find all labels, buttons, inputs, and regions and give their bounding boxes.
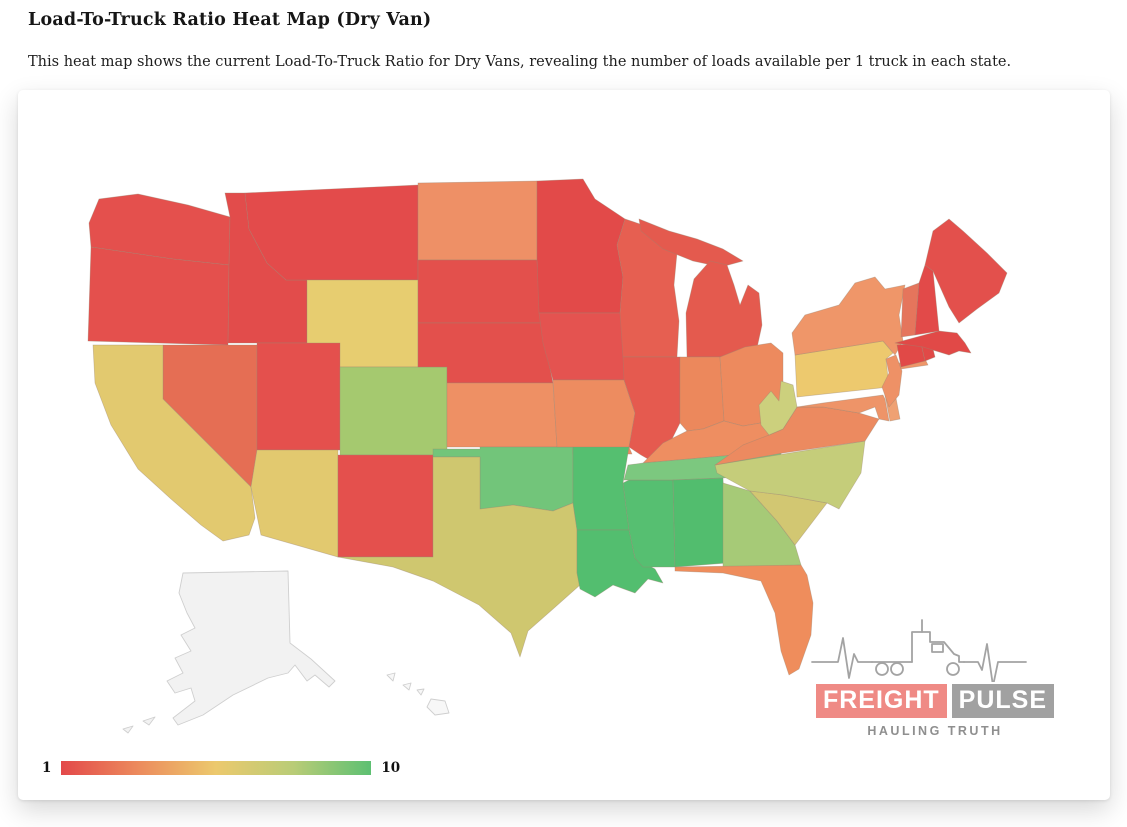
state-KS[interactable] <box>446 382 558 448</box>
logo-word-freight: FREIGHT <box>815 684 947 718</box>
state-ND[interactable] <box>417 180 538 261</box>
state-NJ[interactable] <box>881 354 903 408</box>
state-NY[interactable] <box>791 276 906 356</box>
state-SD[interactable] <box>417 259 542 324</box>
state-UT[interactable] <box>256 342 341 451</box>
page-description: This heat map shows the current Load-To-… <box>28 54 1012 70</box>
state-FL[interactable] <box>674 564 814 676</box>
state-AK-island <box>122 725 134 734</box>
state-AL[interactable] <box>672 477 728 568</box>
state-MO[interactable] <box>552 379 636 455</box>
us-choropleth-map <box>83 173 1013 753</box>
state-ME[interactable] <box>924 218 1008 324</box>
logo-tagline: HAULING TRUTH <box>867 724 1003 738</box>
legend-gradient-bar <box>61 761 372 775</box>
legend-min-label: 1 <box>42 760 52 776</box>
state-MT[interactable] <box>244 184 419 281</box>
header: Load-To-Truck Ratio Heat Map (Dry Van) T… <box>0 0 1127 70</box>
freight-pulse-logo: FREIGHT PULSE HAULING TRUTH <box>810 616 1060 738</box>
state-CA[interactable] <box>92 344 256 542</box>
state-MS[interactable] <box>622 479 676 568</box>
state-IN[interactable] <box>679 356 725 432</box>
state-MI[interactable] <box>685 260 763 358</box>
state-TX[interactable] <box>337 456 581 658</box>
state-MN[interactable] <box>536 178 626 314</box>
state-HI-island <box>402 682 412 691</box>
heatmap-card: FREIGHT PULSE HAULING TRUTH 1 10 <box>18 90 1110 800</box>
state-NC[interactable] <box>714 440 866 510</box>
scale-legend: 1 10 <box>42 760 400 776</box>
state-MD[interactable] <box>796 394 890 422</box>
state-WV[interactable] <box>758 380 798 436</box>
state-CO[interactable] <box>339 366 448 456</box>
state-MA[interactable] <box>894 330 972 356</box>
legend-max-label: 10 <box>381 760 401 776</box>
state-HI[interactable] <box>386 672 396 682</box>
state-IA[interactable] <box>538 312 632 381</box>
page-title: Load-To-Truck Ratio Heat Map (Dry Van) <box>28 10 432 30</box>
logo-word-pulse: PULSE <box>951 684 1055 718</box>
state-NM[interactable] <box>337 454 434 558</box>
state-HI-island <box>426 698 450 716</box>
truck-ekg-icon <box>811 619 1027 682</box>
state-AZ[interactable] <box>250 449 339 558</box>
state-AR[interactable] <box>572 446 630 531</box>
state-AK-island <box>142 716 156 726</box>
state-HI-island <box>416 688 425 696</box>
state-MI-upper[interactable] <box>638 218 744 268</box>
state-NH[interactable] <box>914 264 940 336</box>
state-SC[interactable] <box>749 490 828 546</box>
state-AK[interactable] <box>166 570 336 726</box>
state-LA[interactable] <box>576 529 664 598</box>
